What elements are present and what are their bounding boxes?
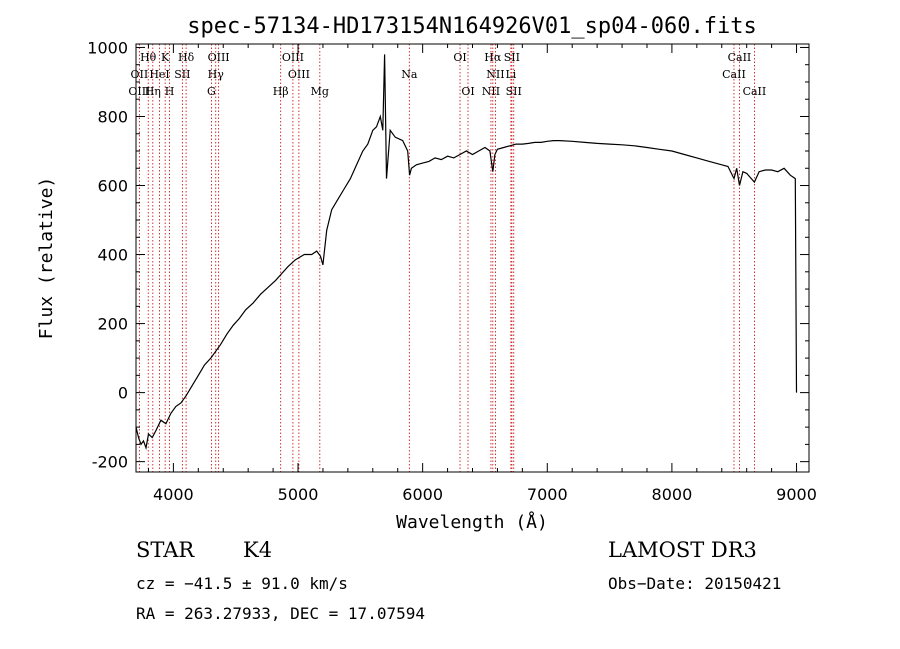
line-label: H [165, 85, 175, 98]
line-label: G [207, 85, 216, 98]
line-label: OIII [282, 51, 304, 64]
line-label: OIII [128, 85, 150, 98]
line-label: OII [131, 68, 149, 81]
line-label: HeI [149, 68, 169, 81]
survey-name: LAMOST DR3 [608, 538, 757, 562]
line-label: OI [461, 85, 474, 98]
redshift-velocity: cz = −41.5 ± 91.0 km/s [136, 574, 348, 593]
spectrum-line [135, 54, 798, 451]
object-class: STAR [136, 538, 195, 562]
line-label: CaII [743, 85, 767, 98]
line-label: NII [482, 85, 500, 98]
plot-frame [135, 43, 810, 473]
y-tick-label: 600 [97, 177, 128, 196]
line-label: Hβ [273, 85, 289, 98]
x-tick-label: 6000 [402, 485, 443, 504]
line-label: K [161, 51, 170, 64]
line-label: CaII [722, 68, 746, 81]
line-label: Hδ [178, 51, 195, 64]
spectrum-chart: spec-57134-HD173154N164926V01_sp04-060.f… [36, 14, 817, 533]
y-tick-label: 1000 [87, 38, 128, 57]
x-axis: 4000 5000 6000 7000 8000 9000 [147, 44, 817, 504]
line-label: CaII [728, 51, 752, 64]
line-label: Na [401, 68, 418, 81]
line-label: Hθ [140, 51, 157, 64]
line-label: Mg [311, 85, 329, 98]
y-tick-label: 400 [97, 246, 128, 265]
y-tick-label: 800 [97, 107, 128, 126]
x-tick-label: 7000 [527, 485, 568, 504]
line-label: Li [505, 68, 516, 81]
y-axis: -200 0 200 400 600 800 1000 [87, 38, 809, 472]
x-tick-label: 9000 [776, 485, 817, 504]
line-label: SII [504, 51, 520, 64]
coordinates: RA = 263.27933, DEC = 17.07594 [136, 604, 425, 623]
line-label: Hα [484, 51, 502, 64]
y-tick-label: -200 [92, 453, 128, 472]
line-label: OIII [208, 51, 230, 64]
line-label: NII [486, 68, 504, 81]
y-tick-label: 200 [97, 315, 128, 334]
y-tick-label: 0 [118, 384, 128, 403]
chart-title: spec-57134-HD173154N164926V01_sp04-060.f… [187, 14, 757, 39]
object-subclass: K4 [243, 538, 273, 562]
line-label: Hη [145, 85, 161, 98]
x-tick-label: 4000 [153, 485, 194, 504]
line-markers [138, 44, 755, 472]
y-axis-label: Flux (relative) [36, 177, 57, 340]
x-tick-label: 5000 [278, 485, 319, 504]
line-label: SII [174, 68, 190, 81]
line-label: OIII [288, 68, 310, 81]
line-label: SII [506, 85, 522, 98]
line-label: OI [453, 51, 466, 64]
line-label: Hγ [208, 68, 225, 81]
observation-date: Obs−Date: 20150421 [608, 574, 782, 593]
x-tick-label: 8000 [652, 485, 693, 504]
x-axis-label: Wavelength (Å) [396, 511, 548, 533]
